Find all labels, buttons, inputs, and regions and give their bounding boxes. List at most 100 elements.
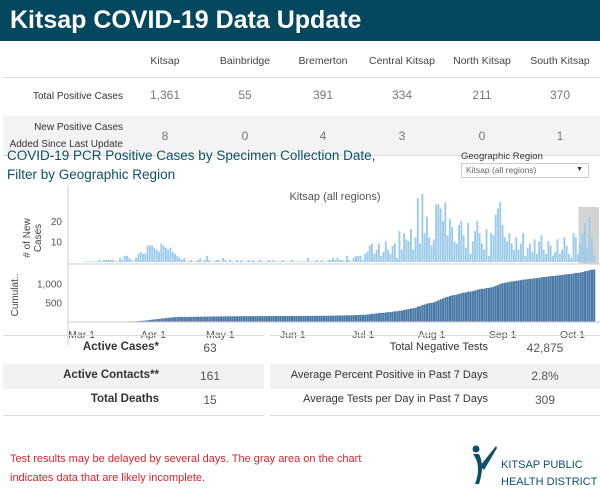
new-cases-bar: [549, 245, 552, 262]
new-cases-bar: [316, 259, 318, 262]
cumulative-bar: [219, 316, 223, 322]
new-cases-bar: [215, 259, 218, 262]
stat-value: 309: [534, 393, 556, 407]
stat-value: 15: [203, 393, 217, 407]
cumulative-bar: [419, 306, 422, 322]
region-filter-dropdown[interactable]: Kitsap (all regions) ▼: [461, 163, 589, 178]
column-header: Bremerton: [298, 55, 348, 67]
new-cases-bar: [451, 227, 454, 262]
cumulative-bar: [439, 299, 442, 322]
new-cases-bar: [160, 243, 163, 262]
new-cases-bar: [380, 255, 383, 262]
cumulative-bar: [187, 316, 190, 322]
cumulative-bar: [515, 280, 518, 322]
new-cases-bar: [224, 259, 227, 262]
cumulative-bar: [469, 291, 472, 322]
cumulative-bar: [435, 301, 438, 322]
new-cases-bar: [128, 257, 131, 262]
new-cases-bar: [109, 259, 112, 262]
cumulative-bar: [421, 304, 424, 322]
cumulative-bar: [588, 270, 591, 322]
cumulative-bar: [304, 315, 307, 322]
new-cases-bar: [345, 255, 348, 262]
divider: [3, 415, 264, 416]
new-cases-bar: [329, 259, 332, 262]
cumulative-bar: [235, 316, 239, 322]
new-cases-bar: [377, 243, 380, 262]
cumulative-bar: [380, 312, 383, 322]
chevron-down-icon: ▼: [576, 166, 583, 173]
y-tick-label: 20: [51, 217, 63, 228]
cumulative-bar: [238, 316, 241, 322]
column-header: Central Kitsap: [369, 55, 435, 67]
new-cases-bar: [233, 261, 236, 262]
cumulative-bar: [501, 283, 504, 322]
cumulative-bar: [336, 315, 339, 322]
cumulative-bar: [503, 282, 506, 322]
cumulative-bar: [522, 279, 525, 322]
stat-value: 42,875: [526, 341, 564, 355]
new-cases-bar: [178, 257, 181, 262]
cumulative-bar: [551, 276, 555, 322]
cumulative-bar: [581, 271, 584, 322]
new-cases-bar: [206, 255, 209, 262]
cumulative-bar: [160, 318, 163, 322]
new-cases-bar: [272, 259, 275, 262]
new-cases-bar: [444, 202, 447, 262]
new-cases-bar: [435, 204, 438, 262]
cumulative-bar: [345, 315, 348, 322]
cumulative-bar: [545, 276, 548, 322]
table-cell: 55: [238, 88, 252, 102]
cumulative-bar: [364, 314, 367, 322]
cumulative-bar: [183, 316, 186, 322]
new-cases-bar: [306, 257, 309, 262]
cumulative-bar: [442, 298, 445, 322]
cumulative-bar: [508, 281, 511, 322]
cumulative-bar: [359, 314, 362, 322]
cumulative-bar: [593, 269, 596, 322]
page-header: Kitsap COVID-19 Data Update: [0, 0, 600, 41]
filter-label: Geographic Region: [461, 151, 543, 162]
cumulative-bar: [570, 273, 573, 322]
new-cases-bar: [268, 259, 270, 262]
new-cases-bar: [405, 239, 408, 262]
cumulative-bar: [261, 316, 264, 322]
new-cases-bar: [460, 220, 463, 262]
new-cases-bar: [222, 257, 225, 262]
new-cases-bar: [251, 259, 254, 262]
cumulative-bar: [400, 310, 403, 322]
new-cases-bar: [112, 259, 115, 262]
cumulative-bar: [483, 288, 486, 322]
cumulative-bar: [389, 311, 392, 322]
new-cases-bar: [135, 257, 138, 262]
new-cases-bar: [203, 259, 206, 262]
new-cases-bar: [238, 261, 241, 262]
cumulative-bar: [297, 315, 300, 322]
new-cases-bar: [529, 243, 531, 262]
cumulative-bar: [213, 316, 216, 322]
new-cases-bar: [297, 261, 300, 262]
new-cases-bar: [146, 245, 149, 262]
y-tick-label: 1,000: [37, 279, 62, 290]
new-cases-bar: [116, 261, 119, 262]
new-cases-bar: [219, 261, 222, 262]
chart-title-line: Filter by Geographic Region: [7, 167, 176, 182]
new-cases-bar: [455, 243, 458, 262]
new-cases-bar: [258, 259, 261, 262]
new-cases-bar: [126, 255, 128, 262]
cumulative-bar: [247, 316, 250, 322]
cumulative-bar: [554, 275, 557, 322]
cumulative-bar: [478, 289, 481, 322]
divider: [3, 335, 264, 336]
cumulative-bar: [373, 313, 376, 322]
cumulative-bar: [549, 276, 552, 322]
cumulative-bar: [229, 316, 232, 322]
cumulative-bar: [334, 315, 337, 322]
new-cases-bar: [442, 220, 444, 262]
new-cases-bar: [185, 261, 188, 262]
cumulative-bar: [329, 315, 332, 322]
new-cases-bar: [229, 259, 231, 262]
new-cases-bar: [357, 255, 360, 262]
cumulative-bar: [164, 318, 168, 322]
cumulative-bar: [155, 319, 158, 322]
